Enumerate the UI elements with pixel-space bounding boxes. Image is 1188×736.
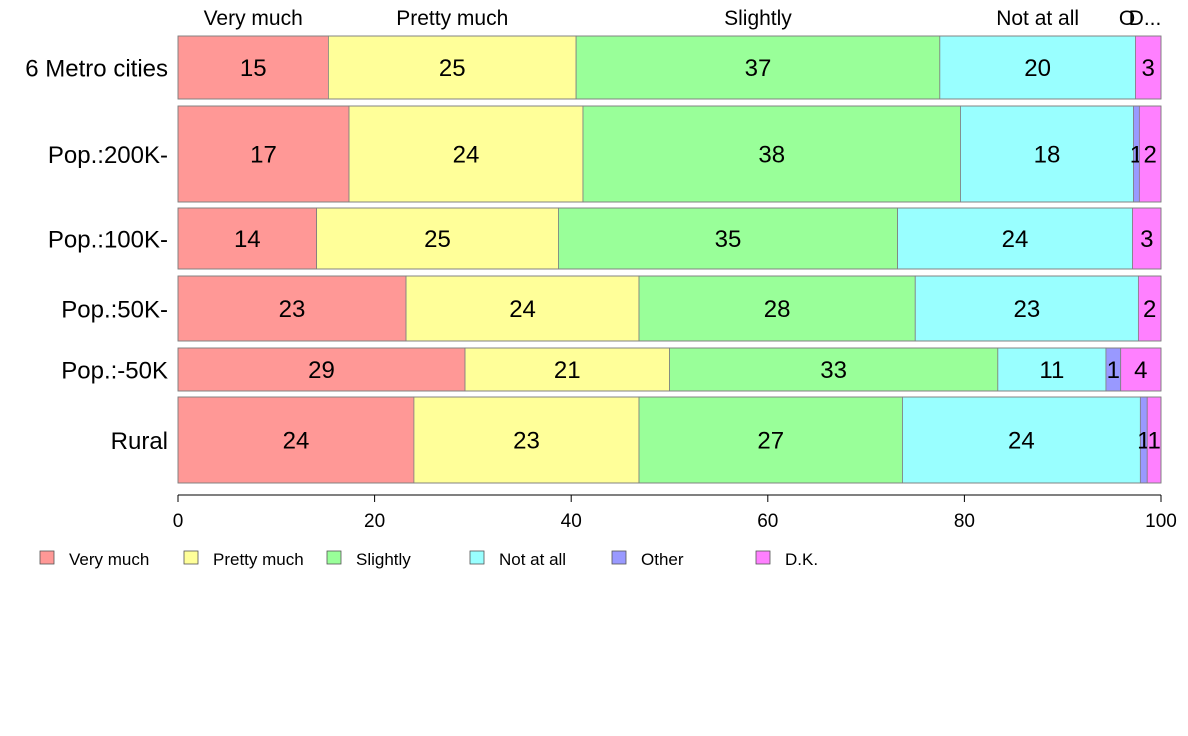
data-label: 3 xyxy=(1140,226,1153,253)
legend-label-other: Other xyxy=(641,550,684,569)
legend-label-not-at-all: Not at all xyxy=(499,550,566,569)
data-label: 20 xyxy=(1024,55,1051,82)
bar-segment-d-k xyxy=(1132,207,1162,270)
x-tick-label: 20 xyxy=(364,511,385,532)
data-label: 23 xyxy=(1013,296,1040,323)
x-tick-label: 60 xyxy=(757,511,778,532)
legend-swatch-d-k xyxy=(755,550,771,565)
data-label: 24 xyxy=(283,428,310,455)
bar-segment-pretty-much xyxy=(348,105,584,203)
data-label: 24 xyxy=(1002,226,1029,253)
row-labels: 6 Metro cities Pop.:200K- Pop.:100K- Pop.:5… xyxy=(25,56,168,456)
legend-swatch-slightly xyxy=(326,550,342,565)
top-label-pretty-much: Pretty much xyxy=(396,7,508,30)
row-label-pop-200k: Pop.:200K- xyxy=(48,142,168,169)
data-label: 33 xyxy=(820,357,847,384)
data-label: 1 xyxy=(1107,357,1120,384)
x-tick-label: 0 xyxy=(173,511,184,532)
data-label: 23 xyxy=(279,296,306,323)
bar-segment-very-much xyxy=(177,275,407,342)
bar-outline xyxy=(177,207,1162,270)
data-label: 18 xyxy=(1034,142,1061,169)
legend-swatch-not-at-all xyxy=(469,550,485,565)
row-label-rural: Rural xyxy=(111,428,168,455)
legend-swatch-pretty-much xyxy=(183,550,199,565)
data-label: 4 xyxy=(1134,357,1147,384)
bar-segment-pretty-much xyxy=(316,207,559,270)
legend: Very much Pretty much Slightly Not at all Ot… xyxy=(39,550,818,569)
top-label-slightly: Slightly xyxy=(724,7,792,30)
data-label: 37 xyxy=(745,55,772,82)
data-label: 28 xyxy=(764,296,791,323)
data-label: 2 xyxy=(1143,296,1156,323)
bar-segment-slightly xyxy=(669,347,999,392)
top-label-not-at-all: Not at all xyxy=(996,7,1079,30)
top-category-labels: Very much Pretty much Slightly Not at all OD… xyxy=(204,7,1162,30)
data-label: 11 xyxy=(1039,357,1064,384)
bar-outline xyxy=(177,35,1162,100)
row-label-pop-50k: Pop.:-50K xyxy=(61,358,168,385)
bar-segment-not-at-all xyxy=(960,105,1134,203)
data-label: 24 xyxy=(509,296,536,323)
bar-segment-pretty-much xyxy=(413,396,640,484)
bar-segment-pretty-much xyxy=(405,275,640,342)
data-label: 24 xyxy=(453,142,480,169)
legend-label-slightly: Slightly xyxy=(356,550,411,569)
data-label: 29 xyxy=(308,357,335,384)
bar-segment-d-k xyxy=(1120,347,1162,392)
data-label: 24 xyxy=(1008,428,1035,455)
data-label: 38 xyxy=(758,142,785,169)
row-label-pop-50k: Pop.:50K- xyxy=(61,297,168,324)
bar-segment-not-at-all xyxy=(914,275,1139,342)
data-label: 23 xyxy=(513,428,540,455)
data-label: 14 xyxy=(234,226,261,253)
bar-outline xyxy=(177,396,1162,484)
top-label-very-much: Very much xyxy=(204,7,303,30)
bar-segment-very-much xyxy=(177,347,466,392)
bar-segment-not-at-all xyxy=(897,207,1133,270)
bar-segment-very-much xyxy=(177,207,318,270)
bar-outline xyxy=(177,105,1162,203)
bar-segment-slightly xyxy=(582,105,961,203)
bars: 15 25 37 20 317 24 38 18 1 214 25 35 24 323 24 28 23 229 2… xyxy=(177,35,1162,484)
data-label: 35 xyxy=(715,226,742,253)
bar-outline xyxy=(177,275,1162,342)
bar-segment-not-at-all xyxy=(997,347,1107,392)
x-axis: 0 20 40 60 80 100 xyxy=(173,494,1177,532)
bar-segment-slightly xyxy=(638,275,916,342)
bar-segment-slightly xyxy=(558,207,898,270)
data-label: 21 xyxy=(554,357,581,384)
row-label-pop-100k: Pop.:100K- xyxy=(48,227,168,254)
legend-swatch-other xyxy=(611,550,627,565)
bar-segment-not-at-all xyxy=(902,396,1141,484)
data-label: 15 xyxy=(240,55,267,82)
top-label-d-k: D... xyxy=(1129,7,1162,30)
data-label: 27 xyxy=(757,428,784,455)
legend-swatch-very-much xyxy=(39,550,55,565)
x-tick-label: 40 xyxy=(561,511,582,532)
legend-label-d-k: D.K. xyxy=(785,550,818,569)
legend-label-pretty-much: Pretty much xyxy=(213,550,304,569)
data-label: 17 xyxy=(250,142,277,169)
legend-label-very-much: Very much xyxy=(69,550,149,569)
data-label: 1 xyxy=(1147,428,1160,455)
row-label-6-metro-cities: 6 Metro cities xyxy=(25,56,168,83)
bar-segment-not-at-all xyxy=(939,35,1136,100)
bar-outline xyxy=(177,347,1162,392)
data-label: 2 xyxy=(1144,142,1157,169)
data-label: 3 xyxy=(1142,55,1155,82)
data-label: 25 xyxy=(424,226,451,253)
x-tick-label: 100 xyxy=(1145,511,1177,532)
top-label-other: O xyxy=(1119,7,1135,30)
data-label: 25 xyxy=(439,55,466,82)
x-tick-label: 80 xyxy=(954,511,975,532)
